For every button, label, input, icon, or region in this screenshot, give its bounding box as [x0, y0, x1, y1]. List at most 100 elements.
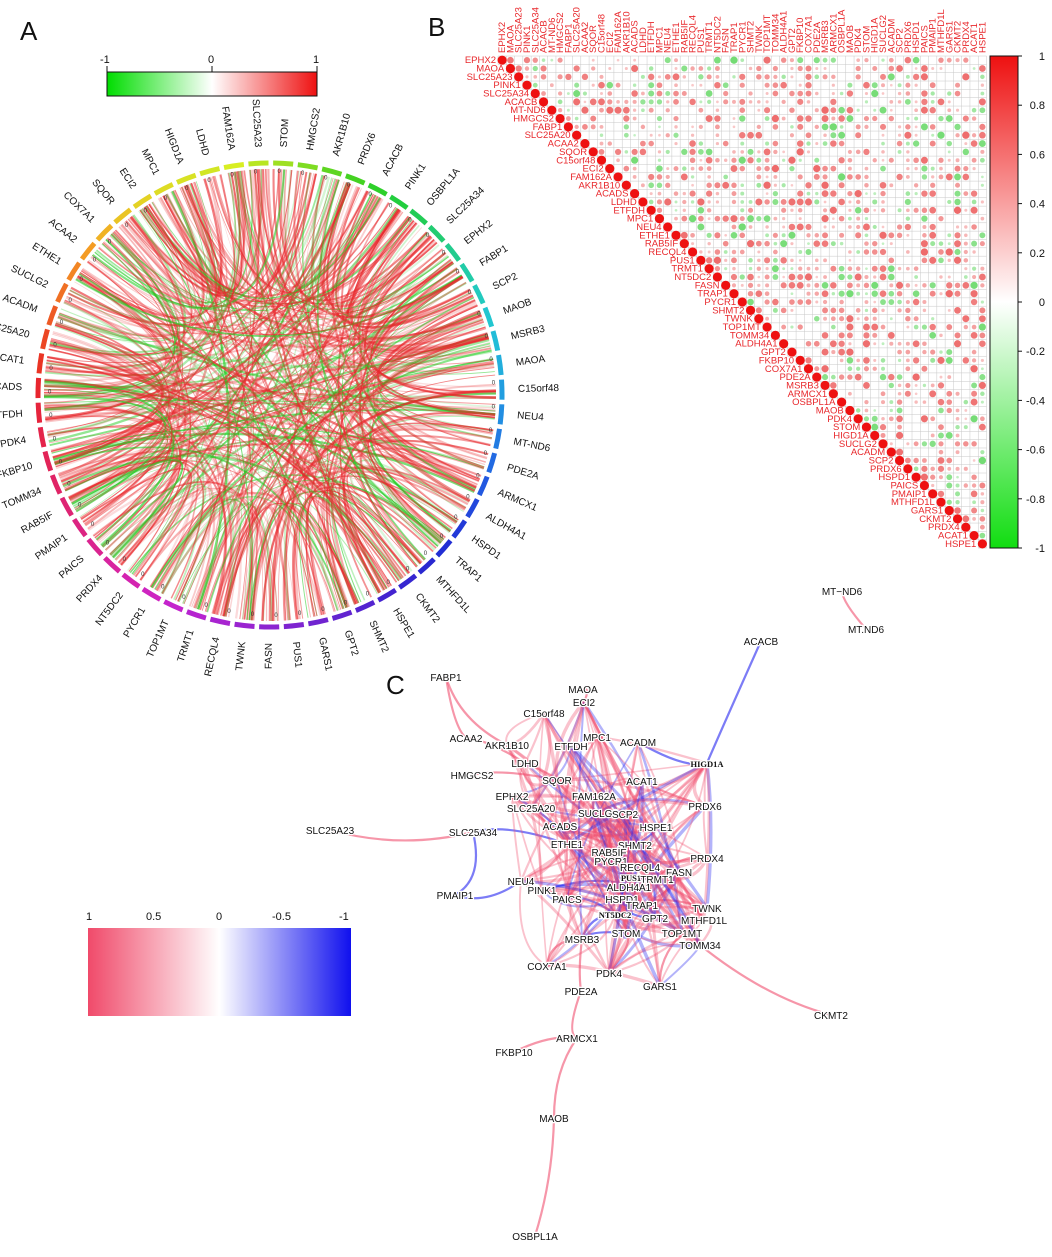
- matrix-cell: [912, 298, 920, 306]
- matrix-cell: [946, 140, 952, 147]
- matrix-cell: [929, 124, 936, 130]
- matrix-cell: [746, 240, 755, 248]
- matrix-cell: [939, 67, 943, 70]
- matrix-cell: [881, 158, 885, 162]
- matrix-cell: [740, 200, 745, 204]
- matrix-cell: [963, 258, 969, 263]
- network-node-eci2: ECI2: [573, 698, 596, 709]
- sector-zero-label: 0: [141, 572, 145, 578]
- matrix-cell: [740, 150, 745, 154]
- sector-arc-acadm: [46, 305, 58, 326]
- matrix-cell: [723, 174, 729, 180]
- sector-zero-label: 0: [424, 551, 428, 557]
- matrix-cell: [740, 58, 745, 63]
- matrix-cell: [674, 67, 678, 70]
- network-node-sqor: SQOR: [542, 776, 571, 787]
- matrix-cell: [798, 83, 802, 87]
- matrix-cell: [947, 375, 952, 379]
- chord-link: [101, 243, 347, 609]
- matrix-cell: [814, 91, 819, 96]
- network-edge: [592, 794, 706, 921]
- network-edge: [520, 843, 569, 883]
- gene-label-prdx4: PRDX4: [74, 573, 105, 605]
- matrix-cell: [566, 92, 570, 95]
- matrix-cell: [848, 342, 852, 346]
- matrix-cell: [914, 83, 918, 87]
- matrix-col-label-sqor: SQOR: [588, 25, 599, 53]
- chord-link: [44, 407, 181, 566]
- matrix-cell: [856, 283, 861, 288]
- network-edge: [566, 762, 708, 846]
- chord-link: [227, 172, 491, 446]
- matrix-cell: [565, 116, 571, 121]
- matrix-cell: [929, 440, 936, 447]
- matrix-cell: [896, 448, 904, 456]
- network-edge: [613, 885, 630, 901]
- matrix-diagonal-cell: [721, 280, 731, 290]
- sector-arc-hspe1: [377, 587, 397, 603]
- matrix-cell: [871, 281, 879, 289]
- matrix-cell: [979, 524, 985, 530]
- chord-link: [45, 322, 162, 377]
- network-edge: [630, 876, 683, 935]
- sector-zero-label: 0: [274, 613, 278, 619]
- matrix-col-label-acads: ACADS: [630, 20, 641, 53]
- matrix-cell: [682, 199, 687, 205]
- network-edge: [677, 871, 702, 946]
- matrix-cell: [964, 208, 968, 212]
- matrix-cell: [641, 91, 645, 96]
- network-node-fkbp10: FKBP10: [495, 1048, 533, 1059]
- matrix-cell: [673, 166, 679, 172]
- matrix-cell: [706, 182, 712, 188]
- matrix-diagonal-cell: [762, 322, 772, 332]
- matrix-cell: [905, 283, 911, 288]
- matrix-cell: [739, 115, 746, 122]
- matrix-cell: [831, 116, 836, 121]
- matrix-cell: [970, 398, 978, 406]
- matrix-cell: [532, 82, 538, 88]
- chord-link: [372, 299, 478, 486]
- gene-label-twnk: TWNK: [234, 641, 248, 672]
- matrix-cell: [939, 333, 943, 338]
- matrix-col-label-suclg2: SUCLG2: [878, 15, 889, 53]
- matrix-cell: [847, 174, 853, 180]
- sector-arc-recql4: [209, 616, 231, 626]
- chord-link: [52, 324, 163, 459]
- matrix-cell: [565, 73, 572, 80]
- matrix-cell: [607, 99, 613, 105]
- matrix-cell: [772, 82, 779, 88]
- gene-label-cox7a1: COX7A1: [61, 190, 97, 226]
- matrix-cell: [921, 365, 928, 372]
- matrix-cell: [864, 124, 869, 130]
- panel-b-colorbar-ticks: 10.80.60.40.20-0.2-0.4-0.6-0.8-1: [1018, 51, 1045, 555]
- matrix-cell: [929, 107, 936, 114]
- matrix-cell: [972, 166, 976, 171]
- matrix-row-label-pde2a: PDE2A: [779, 372, 811, 383]
- sector-arc-acat1: [36, 353, 45, 374]
- matrix-cell: [632, 116, 637, 121]
- matrix-cell: [938, 216, 944, 222]
- matrix-cell: [839, 125, 844, 129]
- matrix-cell: [906, 325, 910, 329]
- matrix-cell: [747, 290, 754, 297]
- matrix-cell: [822, 299, 828, 305]
- gene-label-etfdh: ETFDH: [0, 409, 23, 423]
- matrix-cell: [955, 133, 960, 138]
- network-edge: [592, 794, 642, 868]
- network-edge: [583, 701, 612, 853]
- matrix-cell: [822, 57, 828, 63]
- network-edge: [608, 860, 617, 915]
- matrix-cell: [873, 409, 877, 412]
- matrix-cell: [881, 225, 885, 229]
- matrix-cell: [656, 207, 663, 213]
- matrix-cell: [640, 99, 646, 105]
- matrix-cell: [797, 98, 804, 105]
- matrix-cell: [896, 407, 903, 414]
- network-edge: [570, 745, 612, 862]
- matrix-cell: [964, 225, 968, 229]
- matrix-cell: [939, 166, 943, 171]
- matrix-cell: [623, 132, 629, 138]
- network-edge: [520, 860, 612, 883]
- matrix-cell: [863, 81, 870, 89]
- sector-arc-armcx1: [477, 475, 490, 497]
